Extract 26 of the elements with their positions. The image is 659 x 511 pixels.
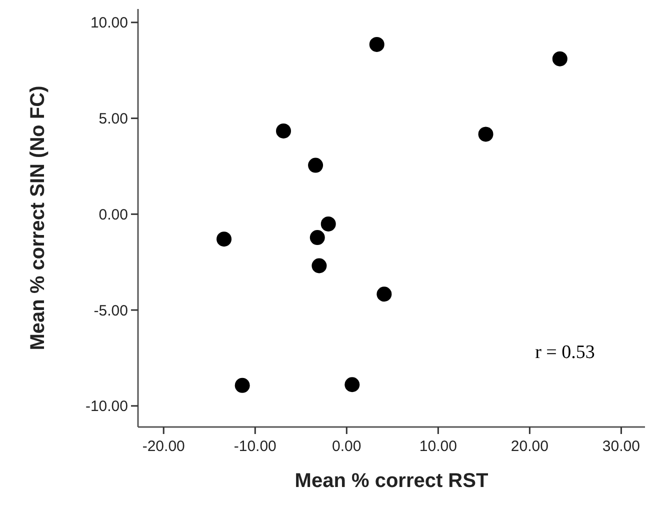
y-tick-label: -5.00 <box>94 302 128 320</box>
x-axis-title: Mean % correct RST <box>294 470 488 492</box>
x-tick-label: 30.00 <box>602 438 640 455</box>
x-tick-label: -10.00 <box>234 438 276 455</box>
point <box>312 258 327 274</box>
point <box>310 230 325 246</box>
point <box>552 51 568 66</box>
x-tick-label: -20.00 <box>142 438 185 455</box>
y-axis-title: Mean % correct SIN (No FC) <box>27 86 49 350</box>
point <box>276 123 292 138</box>
x-tick-label: 0.00 <box>332 438 362 455</box>
point <box>216 232 232 247</box>
point <box>308 158 324 173</box>
x-tick-label: 20.00 <box>510 438 548 455</box>
y-tick-label: 5.00 <box>98 110 128 128</box>
y-tick-label: 0.00 <box>98 206 128 224</box>
point <box>344 377 360 392</box>
point <box>234 378 250 393</box>
point <box>376 286 392 302</box>
point <box>478 126 494 142</box>
y-tick-label: 10.00 <box>90 14 128 32</box>
point <box>320 216 336 232</box>
point <box>369 36 384 52</box>
y-tick-label: -10.00 <box>85 398 128 416</box>
annotation: r = 0.53 <box>535 342 595 363</box>
x-tick-label: 10.00 <box>419 438 457 455</box>
